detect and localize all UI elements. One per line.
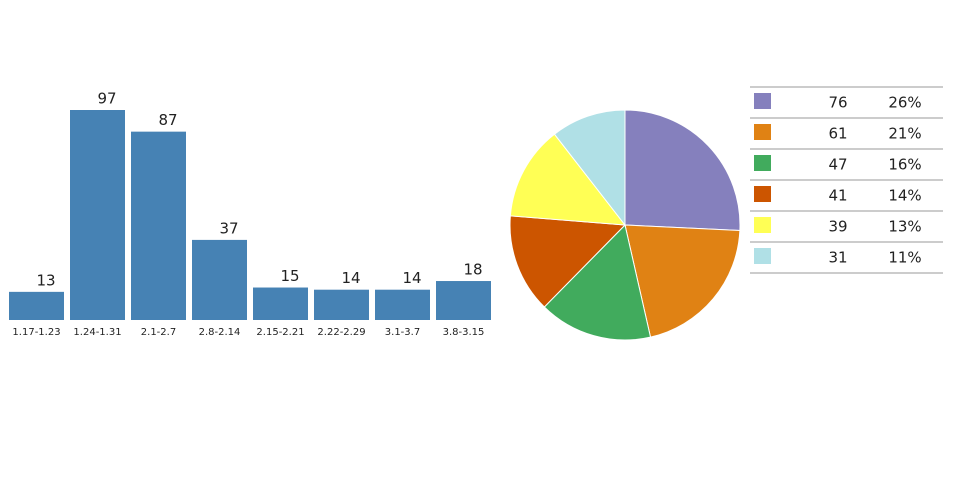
x-tick-label: 3.1-3.7 — [385, 327, 420, 338]
legend-percent: 11% — [888, 249, 921, 267]
legend-value: 31 — [828, 249, 847, 267]
value-label: 97 — [97, 90, 116, 108]
legend-value: 39 — [828, 218, 847, 236]
value-label: 37 — [219, 219, 238, 237]
legend-value: 76 — [828, 94, 847, 112]
legend-swatch — [754, 186, 771, 202]
bar — [436, 281, 491, 320]
legend-percent: 26% — [888, 94, 921, 112]
value-label: 15 — [280, 267, 299, 285]
pie-slice — [624, 224, 741, 338]
bar — [9, 291, 64, 320]
value-label: 14 — [402, 269, 421, 287]
value-label: 18 — [463, 261, 482, 279]
legend-value: 41 — [828, 187, 847, 205]
bar — [253, 287, 308, 320]
pie-slice — [509, 215, 627, 308]
bar — [70, 110, 125, 320]
legend-swatch — [754, 124, 771, 140]
x-tick-label: 3.8-3.15 — [443, 327, 485, 338]
x-tick-label: 1.24-1.31 — [73, 327, 121, 338]
legend-swatch — [754, 217, 771, 233]
legend-swatch — [754, 248, 771, 264]
bar — [314, 289, 369, 320]
bar — [131, 131, 186, 320]
x-tick-label: 2.8-2.14 — [199, 327, 241, 338]
x-tick-label: 2.22-2.29 — [317, 327, 365, 338]
legend-percent: 21% — [888, 125, 921, 143]
legend-swatch — [754, 93, 771, 109]
pie-slice — [624, 109, 741, 232]
x-tick-label: 1.17-1.23 — [12, 327, 60, 338]
bar — [375, 289, 430, 320]
x-tick-label: 2.15-2.21 — [256, 327, 304, 338]
pie-slice — [509, 133, 627, 226]
value-label: 87 — [158, 111, 177, 129]
value-label: 14 — [341, 269, 360, 287]
legend-percent: 16% — [888, 156, 921, 174]
pie-slice — [553, 109, 626, 227]
x-tick-label: 2.1-2.7 — [141, 327, 176, 338]
pie-slice — [543, 223, 652, 341]
legend-value: 61 — [828, 125, 847, 143]
legend-percent: 13% — [888, 218, 921, 236]
bar — [192, 239, 247, 320]
value-label: 13 — [36, 271, 55, 289]
legend-value: 47 — [828, 156, 847, 174]
legend-swatch — [754, 155, 771, 171]
legend-percent: 14% — [888, 187, 921, 205]
